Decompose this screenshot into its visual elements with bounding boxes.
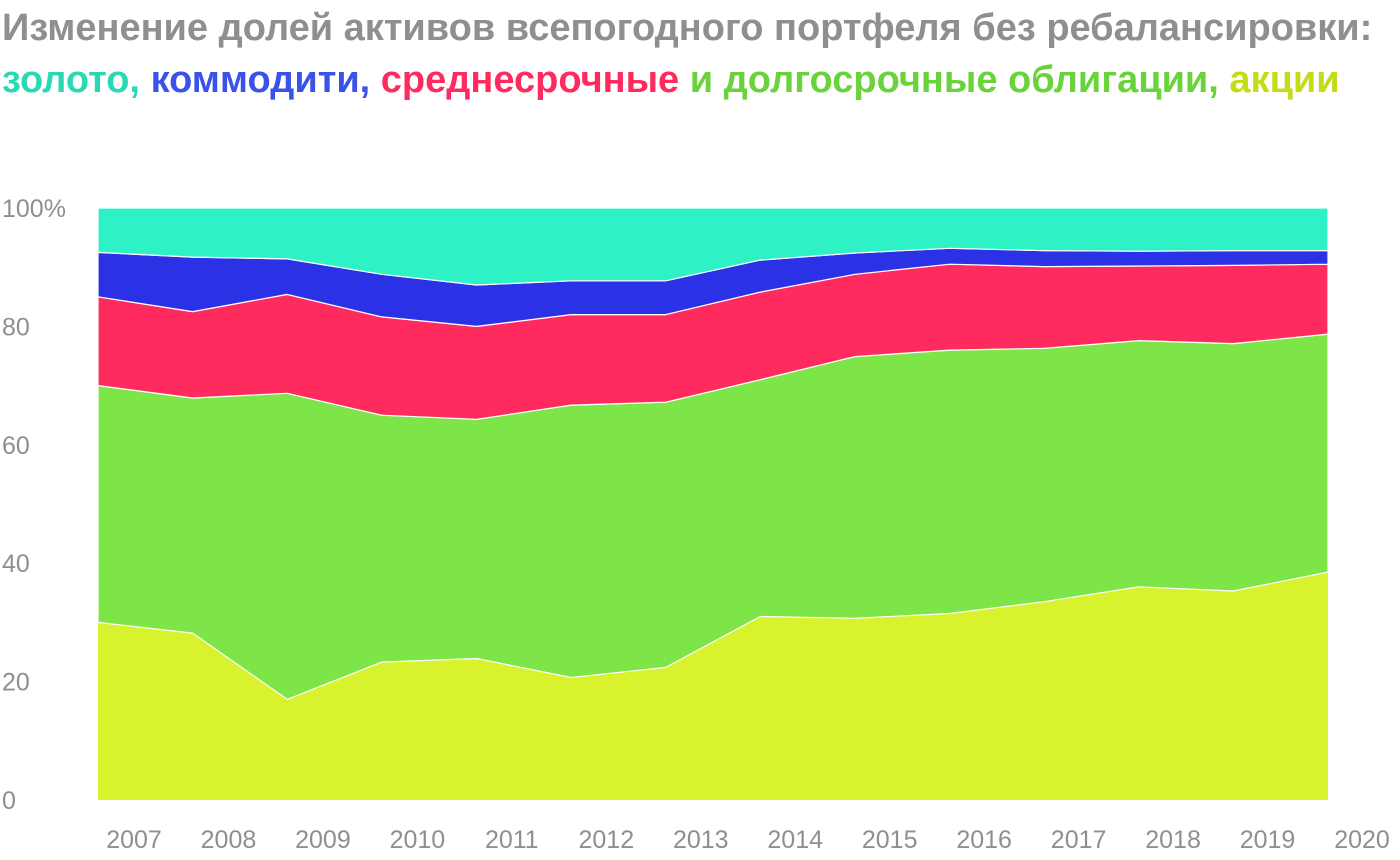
x-axis-ticks: 2007 2008 2009 2010 2011 2012 2013 2014 2015 2016…	[106, 826, 1390, 854]
x-tick-label: 2009	[295, 826, 351, 854]
y-tick-label: 100%	[2, 195, 66, 223]
area-series-gold	[97, 207, 1329, 286]
title-long-bonds-text: и долгосрочные облигации,	[689, 59, 1219, 101]
chart-areas	[97, 207, 1329, 800]
area-series-stocks	[98, 572, 1328, 800]
x-tick-label: 2018	[1145, 826, 1201, 854]
x-tick-label: 2013	[673, 826, 729, 854]
x-tick-label: 2020	[1334, 826, 1390, 854]
y-tick-label: 40	[2, 550, 30, 578]
x-tick-label: 2011	[485, 826, 539, 854]
x-tick-label: 2015	[862, 826, 918, 854]
x-tick-label: 2010	[390, 826, 446, 854]
chart-title: Изменение долей активов всепогодного пор…	[2, 2, 1392, 106]
y-tick-label: 20	[2, 669, 30, 697]
y-tick-label: 60	[2, 432, 30, 460]
x-tick-label: 2012	[578, 826, 634, 854]
x-tick-label: 2019	[1240, 826, 1296, 854]
x-tick-label: 2014	[767, 826, 823, 854]
x-tick-label: 2008	[201, 826, 257, 854]
title-commodities-text: коммодити,	[150, 59, 371, 101]
y-tick-label: 0	[2, 787, 16, 815]
x-tick-label: 2016	[956, 826, 1012, 854]
x-tick-label: 2007	[106, 826, 162, 854]
y-tick-label: 80	[2, 313, 30, 341]
y-axis-ticks: 0 20 40 60 80 100%	[2, 195, 66, 815]
title-main-text: Изменение долей активов всепогодного пор…	[2, 7, 1373, 49]
x-tick-label: 2017	[1051, 826, 1107, 854]
title-mid-bonds-text: среднесрочные	[380, 59, 680, 101]
title-stocks-text: акции	[1229, 59, 1340, 101]
title-gold-text: золото,	[2, 59, 140, 101]
